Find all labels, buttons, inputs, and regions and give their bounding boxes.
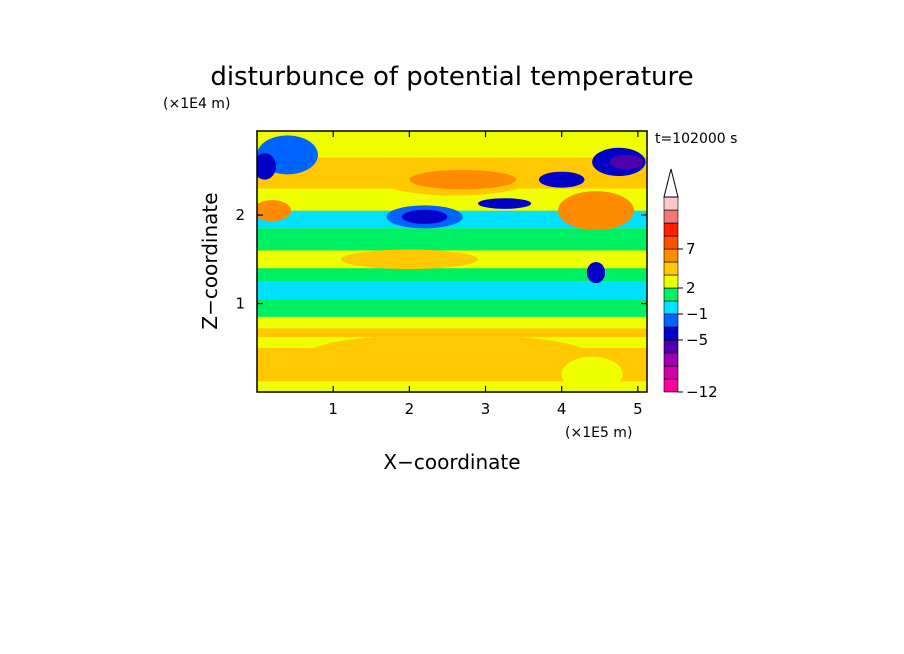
field-blob-9 — [538, 171, 585, 188]
field-layer — [257, 131, 647, 392]
plot-frame — [256, 130, 648, 393]
colorbar-swatch-8 — [663, 274, 679, 289]
field-blob-11 — [609, 154, 644, 170]
y-tick-label-0: 1 — [235, 295, 245, 313]
field-blob-14 — [310, 334, 585, 370]
field-blob-1 — [409, 169, 516, 190]
x-axis: 1 2 3 4 5 — [328, 131, 643, 418]
y-axis-label: Z−coordinate — [198, 192, 222, 329]
field-blob-7 — [257, 153, 277, 180]
field-blob-3 — [401, 209, 448, 224]
colorbar-swatch-11 — [663, 235, 679, 250]
colorbar-swatch-13 — [663, 209, 679, 224]
time-label: t=102000 s — [655, 131, 737, 147]
field-band-11 — [257, 188, 647, 211]
field-band-13 — [257, 131, 647, 158]
x-tick-label-3: 4 — [557, 400, 567, 418]
field-blob-12 — [557, 191, 635, 231]
y-axis: 12 — [235, 206, 647, 313]
x-unit-label: (×1E5 m) — [565, 425, 632, 441]
colorbar-label-8: 2 — [686, 279, 696, 297]
colorbar-swatch-12 — [663, 222, 679, 237]
colorbar-swatch-5 — [663, 313, 679, 328]
field-band-6 — [257, 281, 647, 300]
field-blob-4 — [477, 198, 532, 209]
colorbar-swatch-4 — [663, 326, 679, 341]
field-blob-15 — [561, 356, 623, 392]
x-tick-label-2: 3 — [481, 400, 491, 418]
field-band-4 — [257, 316, 647, 329]
colorbar-label-0: −12 — [686, 383, 718, 401]
field-blob-5 — [340, 249, 478, 270]
field-band-0 — [257, 381, 647, 392]
y-unit-label: (×1E4 m) — [163, 96, 230, 112]
colorbar-swatch-6 — [663, 300, 679, 315]
y-tick-label-1: 2 — [235, 206, 245, 224]
colorbar-label-6: −1 — [686, 305, 708, 323]
colorbar-label-11: 7 — [686, 240, 696, 258]
colorbar-swatch-14 — [663, 196, 679, 211]
colorbar: −12−5−127 — [663, 168, 718, 401]
x-tick-label-1: 2 — [405, 400, 415, 418]
field-blob-13 — [586, 261, 606, 284]
colorbar-extend-arrow — [663, 168, 679, 198]
plot-area — [257, 131, 647, 392]
colorbar-swatch-7 — [663, 287, 679, 302]
colorbar-label-4: −5 — [686, 331, 708, 349]
x-tick-label-4: 5 — [633, 400, 643, 418]
x-axis-label: X−coordinate — [383, 450, 520, 474]
colorbar-swatch-1 — [663, 365, 679, 380]
field-band-5 — [257, 299, 647, 317]
field-band-3 — [257, 328, 647, 338]
field-band-7 — [257, 268, 647, 282]
colorbar-swatch-0 — [663, 378, 679, 393]
field-blob-8 — [257, 200, 292, 222]
field-band-9 — [257, 228, 647, 251]
colorbar-swatch-9 — [663, 261, 679, 276]
colorbar-swatch-3 — [663, 339, 679, 354]
chart-title: disturbunce of potential temperature — [210, 62, 693, 92]
colorbar-swatch-10 — [663, 248, 679, 263]
x-tick-label-0: 1 — [328, 400, 338, 418]
colorbar-swatch-2 — [663, 352, 679, 367]
